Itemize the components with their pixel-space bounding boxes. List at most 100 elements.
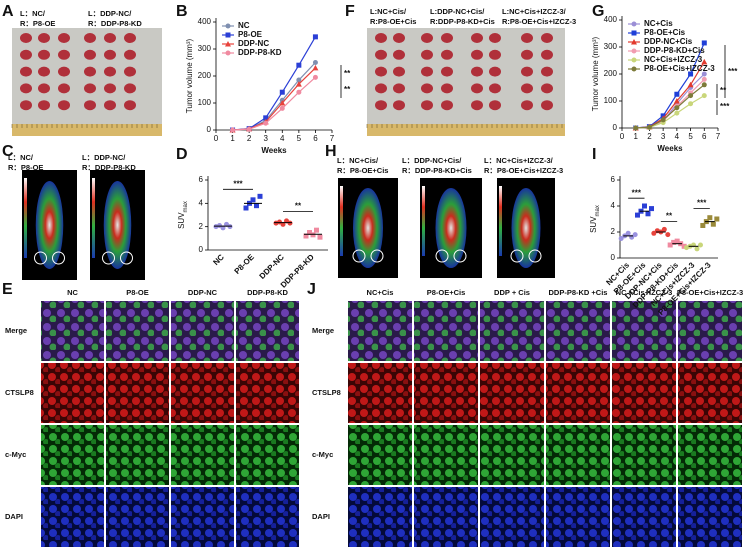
y-tick-label: 0 <box>613 123 618 132</box>
tumor <box>441 49 453 60</box>
y-tick-label: 6 <box>199 175 204 184</box>
tumor-ring <box>34 251 47 265</box>
tumor <box>489 83 501 94</box>
tumor-ring <box>120 251 133 265</box>
tumor <box>124 83 136 94</box>
micrograph <box>171 301 234 361</box>
significance: ** <box>295 202 302 211</box>
x-tick-label: 0 <box>214 134 219 143</box>
data-point <box>314 227 319 233</box>
micrograph <box>480 363 544 423</box>
pet-body <box>511 188 541 268</box>
tumor <box>489 49 501 60</box>
tumor-ring <box>370 249 384 263</box>
tumor <box>393 100 405 111</box>
marker <box>279 105 285 111</box>
marker <box>296 89 302 95</box>
legend-label: P8-OE <box>238 30 263 39</box>
y-tick-label: 100 <box>604 96 618 105</box>
data-point <box>317 234 323 240</box>
micrograph <box>414 487 478 547</box>
micrograph <box>348 487 412 547</box>
column-label: NC+Cis <box>367 288 394 297</box>
data-point <box>645 211 651 217</box>
group-label: R：P8-OE <box>8 163 43 172</box>
significance: *** <box>632 188 642 197</box>
group-label: R：DDP-P8-KD <box>82 163 136 172</box>
pet-colorbar <box>24 178 27 258</box>
data-point <box>642 203 647 209</box>
column-label: DDP-NC <box>188 288 218 297</box>
tumor <box>541 100 553 111</box>
marker <box>633 125 639 131</box>
tumor <box>38 83 50 94</box>
series-line <box>232 67 316 131</box>
tumor <box>58 83 70 94</box>
group-label: L：NC/ <box>20 9 46 18</box>
tumor <box>104 49 116 60</box>
tumor <box>104 33 116 43</box>
marker <box>674 91 680 97</box>
marker <box>296 62 302 68</box>
legend-label: NC <box>238 21 250 30</box>
tumor <box>124 49 136 60</box>
marker <box>263 120 269 126</box>
tumor-photo <box>12 28 162 136</box>
y-axis-label-main: SUV <box>589 216 598 233</box>
group-label: R：DDP-P8-KD+Cis <box>402 166 472 175</box>
tumor <box>471 100 483 111</box>
marker <box>312 60 318 65</box>
column-label: DDP-P8-KD +Cis <box>549 288 608 297</box>
column-label: DDP-P8-KD <box>247 288 288 297</box>
marker <box>279 100 286 106</box>
micrograph <box>236 487 299 547</box>
tumor <box>471 83 483 94</box>
tumor <box>124 33 136 43</box>
tumor <box>441 100 453 111</box>
marker <box>295 81 302 87</box>
tumor-ring <box>52 251 65 265</box>
column-label: P8-OE+Cis <box>427 288 466 297</box>
pet-body <box>103 181 132 269</box>
tumor <box>489 33 501 43</box>
x-tick-label: 2 <box>647 132 652 141</box>
data-point <box>257 193 263 199</box>
column-label: DDP + Cis <box>494 288 530 297</box>
micrograph <box>414 363 478 423</box>
marker <box>674 110 680 116</box>
marker <box>230 127 236 133</box>
panel-letter: I <box>592 146 596 163</box>
pet-colorbar <box>340 186 343 256</box>
pet-body <box>435 188 467 268</box>
y-tick-label: 200 <box>198 71 212 80</box>
data-point <box>310 232 316 238</box>
tumor <box>84 49 96 60</box>
tumor <box>84 66 96 77</box>
tumor <box>104 83 116 94</box>
group-label: L：NC/ <box>8 153 34 162</box>
x-tick-label: 7 <box>330 134 335 143</box>
y-axis-label-sub: max <box>183 201 189 212</box>
micrograph <box>236 301 299 361</box>
row-label: CTSLP8 <box>312 388 341 397</box>
marker <box>674 105 680 111</box>
tumor <box>20 66 32 77</box>
marker <box>701 40 707 46</box>
x-tick-label: 7 <box>716 132 721 141</box>
ruler <box>12 124 162 136</box>
y-tick-label: 0 <box>199 245 204 254</box>
series-line <box>635 78 705 129</box>
micrograph <box>41 301 104 361</box>
marker <box>646 124 652 130</box>
tumor <box>375 33 387 43</box>
panel-letter: C <box>2 143 14 160</box>
tumor <box>84 100 96 111</box>
tumor <box>58 49 70 60</box>
tumor <box>489 100 501 111</box>
legend-label: P8-OE+Cis <box>644 28 686 37</box>
x-tick-label: 4 <box>675 132 680 141</box>
legend-marker <box>225 23 231 29</box>
significance: *** <box>720 102 730 111</box>
tumor <box>521 66 533 77</box>
y-tick-label: 0 <box>611 253 616 262</box>
